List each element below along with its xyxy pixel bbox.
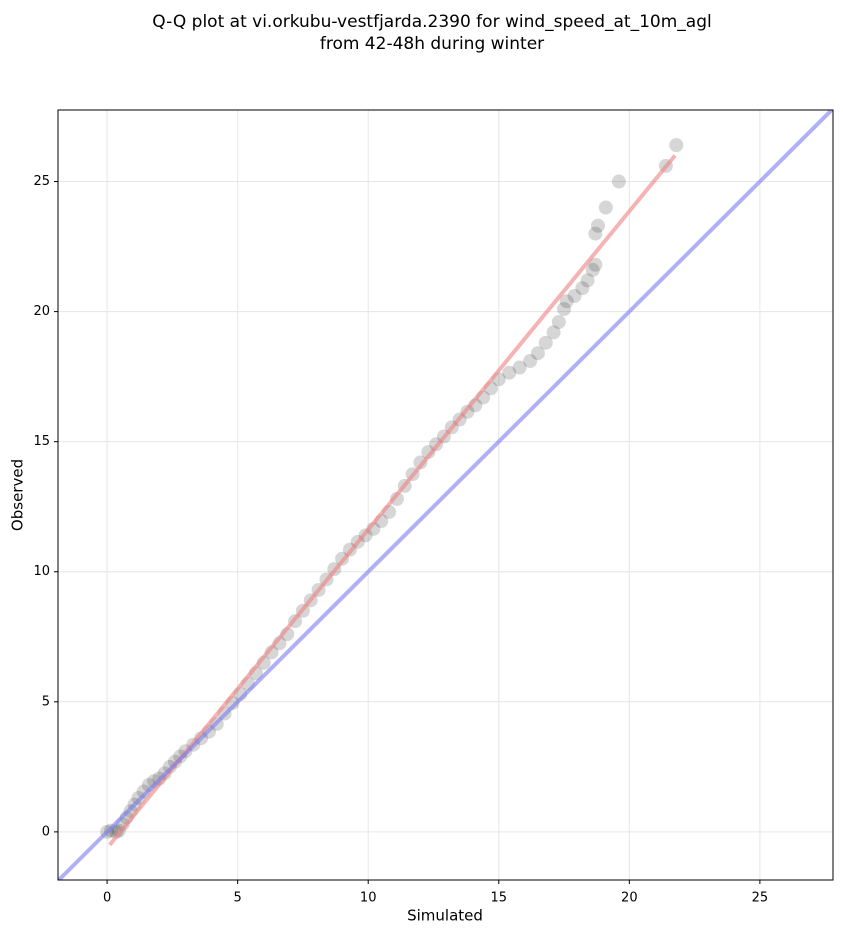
point bbox=[557, 302, 572, 317]
reference-line bbox=[58, 110, 833, 880]
point bbox=[669, 138, 684, 153]
x-tick-label: 15 bbox=[490, 891, 507, 906]
point bbox=[590, 218, 605, 233]
point bbox=[502, 365, 517, 380]
y-tick-label: 15 bbox=[33, 434, 50, 449]
axes-frame bbox=[57, 109, 834, 881]
point bbox=[512, 360, 527, 375]
reference-line bbox=[108, 154, 677, 847]
point bbox=[523, 354, 538, 369]
point bbox=[559, 294, 574, 309]
point bbox=[588, 226, 603, 241]
x-tick-label: 20 bbox=[621, 891, 638, 906]
x-tick-label: 0 bbox=[103, 891, 111, 906]
point bbox=[567, 288, 582, 303]
point bbox=[588, 257, 603, 272]
plot-area bbox=[58, 110, 833, 880]
y-tick-label: 25 bbox=[33, 174, 50, 189]
x-tick-label: 10 bbox=[360, 891, 377, 906]
y-tick-label: 0 bbox=[42, 824, 50, 839]
x-tick-label: 5 bbox=[234, 891, 242, 906]
point bbox=[598, 200, 613, 215]
x-axis-label: Simulated bbox=[407, 907, 483, 925]
point bbox=[611, 174, 626, 189]
point bbox=[530, 346, 545, 361]
point bbox=[136, 784, 151, 799]
point bbox=[580, 273, 595, 288]
point bbox=[389, 491, 404, 506]
point bbox=[585, 262, 600, 277]
x-tick-label: 25 bbox=[752, 891, 769, 906]
y-axis-label: Observed bbox=[9, 459, 27, 531]
point bbox=[546, 325, 561, 340]
point bbox=[551, 315, 566, 330]
chart-title: from 42-48h during winter bbox=[320, 34, 544, 54]
y-tick-label: 20 bbox=[33, 304, 50, 319]
y-tick-label: 10 bbox=[33, 564, 50, 579]
point bbox=[538, 335, 553, 350]
y-tick-label: 5 bbox=[42, 694, 50, 709]
grid bbox=[58, 110, 833, 880]
point bbox=[575, 281, 590, 296]
chart-title: Q-Q plot at vi.orkubu-vestfjarda.2390 fo… bbox=[152, 12, 711, 32]
point bbox=[421, 445, 436, 460]
